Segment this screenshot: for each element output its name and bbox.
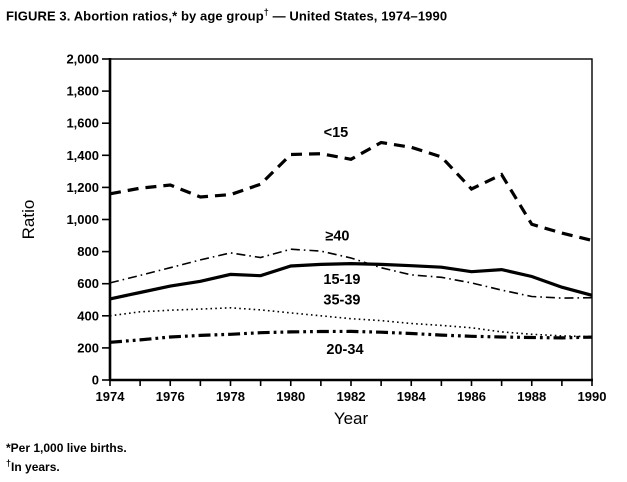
figure-title: FIGURE 3. Abortion ratios,* by age group…: [6, 7, 447, 23]
x-tick-label: 1976: [156, 389, 185, 404]
series-label-under-15: <15: [324, 125, 349, 141]
x-tick-label: 1980: [276, 389, 305, 404]
y-tick-label: 1,800: [66, 84, 99, 99]
figure-title-text: FIGURE 3. Abortion ratios,* by age group: [6, 8, 264, 24]
footnote-in-years: †In years.: [6, 456, 127, 475]
x-axis-title: Year: [334, 409, 369, 428]
y-tick-label: 200: [77, 340, 99, 355]
y-tick-label: 1,200: [66, 180, 99, 195]
x-tick-label: 1984: [397, 389, 427, 404]
x-tick-label: 1986: [457, 389, 486, 404]
x-tick-label: 1988: [517, 389, 546, 404]
footnote-in-years-text: In years.: [11, 460, 60, 474]
y-tick-label: 800: [77, 244, 99, 259]
series-line-20-34: [109, 329, 593, 344]
series-label-20-34: 20-34: [326, 342, 363, 358]
footnote-per-1000: *Per 1,000 live births.: [6, 441, 127, 455]
series-line-40-and-over: [109, 248, 593, 299]
chart-plot-area: 0 200 400 600 800 1,000 1,200 1,400 1,600 1,800 2,…: [19, 52, 607, 429]
y-tick-label: 1,000: [66, 212, 99, 227]
series-label-40-and-over: ≥40: [325, 229, 349, 245]
footnote-dagger: †: [6, 458, 12, 468]
figure-title-text-2: — United States, 1974–1990: [268, 8, 448, 24]
series-line-under-15: [109, 140, 593, 242]
x-tick-label: 1990: [578, 389, 607, 404]
figure-footnotes: *Per 1,000 live births. †In years.: [6, 441, 127, 475]
y-tick-label: 400: [77, 308, 99, 323]
y-tick-label: 2,000: [66, 52, 99, 67]
y-tick-label: 1,400: [66, 148, 99, 163]
y-tick-label: 1,600: [66, 116, 99, 131]
series-label-35-39: 35-39: [323, 292, 360, 308]
series-line-15-19: [109, 261, 593, 301]
y-tick-label: 0: [92, 373, 99, 388]
x-tick-label: 1982: [337, 389, 366, 404]
y-axis-title: Ratio: [19, 200, 38, 240]
figure-title-dagger: †: [263, 7, 269, 17]
series-label-15-19: 15-19: [323, 272, 360, 288]
x-tick-label: 1974: [96, 389, 126, 404]
y-tick-label: 600: [77, 276, 99, 291]
x-tick-label: 1978: [216, 389, 245, 404]
